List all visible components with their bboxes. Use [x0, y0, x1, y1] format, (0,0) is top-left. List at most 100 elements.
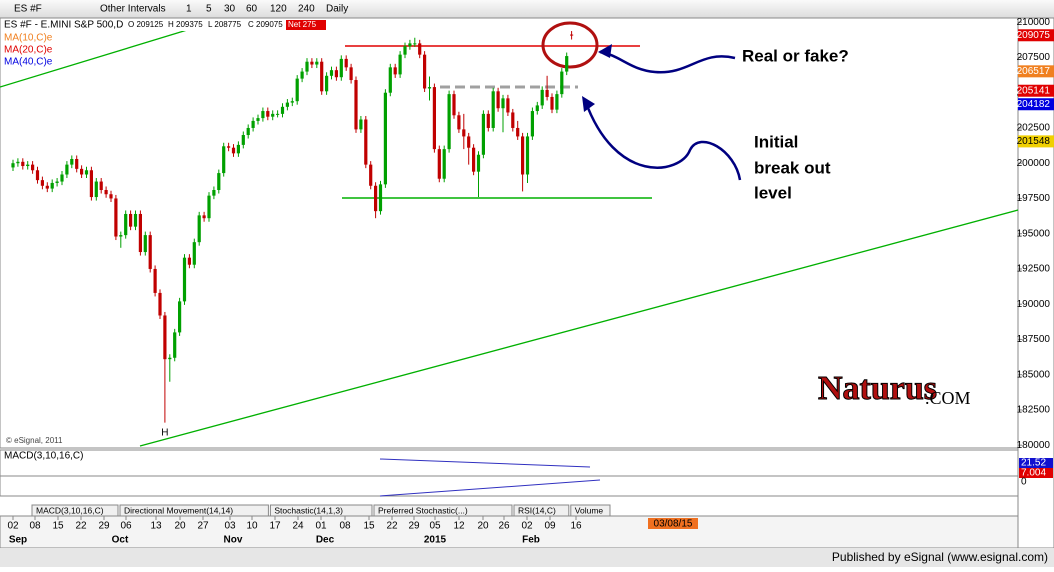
candle-body — [45, 185, 49, 189]
candle-body — [99, 181, 103, 190]
tab[interactable] — [570, 504, 611, 517]
tab-label: Directional Movement(14,14) — [124, 505, 233, 515]
interval-button[interactable]: 240 — [298, 4, 315, 15]
interval-menu[interactable]: Other Intervals — [100, 4, 166, 15]
x-tick-label: 17 — [269, 521, 281, 532]
candle-body — [516, 127, 520, 137]
interval-button[interactable]: 60 — [246, 4, 258, 15]
candle-body — [271, 113, 275, 117]
candle-body — [550, 96, 554, 110]
arrow-head — [582, 96, 595, 112]
x-tick-label: 27 — [197, 521, 209, 532]
tab[interactable] — [119, 504, 269, 517]
candle-body — [305, 61, 309, 72]
x-tick-label: 26 — [498, 521, 510, 532]
candle-body — [555, 94, 559, 110]
interval-button[interactable]: 30 — [224, 4, 236, 15]
candle-body — [133, 213, 138, 227]
candle-body — [378, 184, 383, 212]
low-marker: H — [161, 427, 168, 438]
ohlc-value: L 208775 — [208, 20, 242, 29]
candle-body — [530, 111, 534, 137]
tab-label: MACD(3,10,16,C) — [36, 505, 104, 515]
candle-body — [462, 129, 466, 137]
candle-body — [148, 235, 152, 269]
x-tick-label: 06 — [120, 521, 132, 532]
footer-bar — [0, 548, 1054, 567]
candle-body — [565, 56, 569, 72]
candle-body — [109, 194, 113, 199]
candle-body — [202, 215, 206, 219]
month-label: Feb — [522, 535, 540, 546]
interval-button[interactable]: Daily — [326, 4, 348, 15]
candle-body — [359, 119, 363, 130]
tab-label: Volume — [575, 505, 604, 515]
tab[interactable] — [31, 504, 119, 517]
price-tag-label: 201548 — [1017, 136, 1051, 147]
interval-button[interactable]: 120 — [270, 4, 287, 15]
annotation: level — [754, 183, 792, 202]
candle-body — [388, 67, 392, 93]
price-tag — [1018, 84, 1054, 97]
x-tick-label: 15 — [363, 521, 375, 532]
candle-body — [467, 136, 471, 148]
y-tick-label: 192500 — [1017, 264, 1051, 275]
intervals: 1 5 30 60 120 240 Daily — [186, 4, 348, 15]
candle-body — [60, 174, 64, 182]
candle-body — [457, 115, 461, 130]
candle-body — [124, 213, 128, 236]
highlight-circle — [541, 21, 599, 69]
candle-body — [31, 164, 35, 171]
x-tick-label: 22 — [75, 521, 87, 532]
x-tick-label: 20 — [477, 521, 489, 532]
x-tick-label: 20 — [174, 521, 186, 532]
candle-body — [535, 105, 539, 112]
tab[interactable] — [373, 504, 513, 517]
candle-body — [285, 102, 289, 107]
x-tick-label: 22 — [386, 521, 398, 532]
price-tag — [1018, 65, 1054, 78]
tab[interactable] — [513, 504, 570, 517]
macd-panel — [0, 449, 1019, 497]
interval-button[interactable]: 5 — [206, 4, 212, 15]
candle-body — [212, 190, 216, 196]
trendline — [139, 209, 1019, 447]
tab-label: Stochastic(14,1,3) — [274, 505, 343, 515]
price-tag-label: 204182 — [1017, 99, 1051, 110]
candle-body — [65, 164, 69, 175]
candle-body — [138, 213, 142, 253]
y-tick-label: 200000 — [1017, 158, 1051, 169]
candle-body — [320, 61, 324, 92]
y-tick-label: 180000 — [1017, 440, 1051, 451]
macd-channel — [379, 479, 601, 497]
candle-body — [315, 61, 319, 65]
candle-body — [236, 144, 240, 154]
candle-body — [295, 78, 299, 102]
candle-body — [11, 163, 15, 168]
y-tick-label: 202500 — [1017, 123, 1051, 134]
candle-body — [403, 46, 407, 55]
x-tick-label: 02 — [521, 521, 533, 532]
arrow — [599, 50, 736, 74]
candle-body — [374, 185, 378, 212]
candle-body — [227, 146, 231, 148]
candle-body — [129, 213, 133, 227]
macd-tag-label: 21.52 — [1021, 458, 1046, 469]
candle-body — [472, 147, 476, 172]
interval-button[interactable]: 1 — [186, 4, 192, 15]
y-tick-label: 190000 — [1017, 299, 1051, 310]
candle-body — [369, 164, 373, 186]
candle-body — [50, 182, 54, 189]
symbol[interactable]: ES #F — [14, 4, 42, 15]
candle-body — [55, 181, 59, 183]
macd-zero-label: 0 — [1021, 477, 1027, 488]
candle-body — [481, 113, 485, 155]
month-label: Dec — [316, 535, 335, 546]
ohlc-value: H 209375 — [168, 20, 203, 29]
watermark-suffix: .COM — [925, 388, 971, 408]
cursor-date-box — [648, 518, 698, 529]
y-tick-label: 182500 — [1017, 405, 1051, 416]
y-tick-label: 207500 — [1017, 52, 1051, 63]
candle-body — [104, 190, 108, 195]
